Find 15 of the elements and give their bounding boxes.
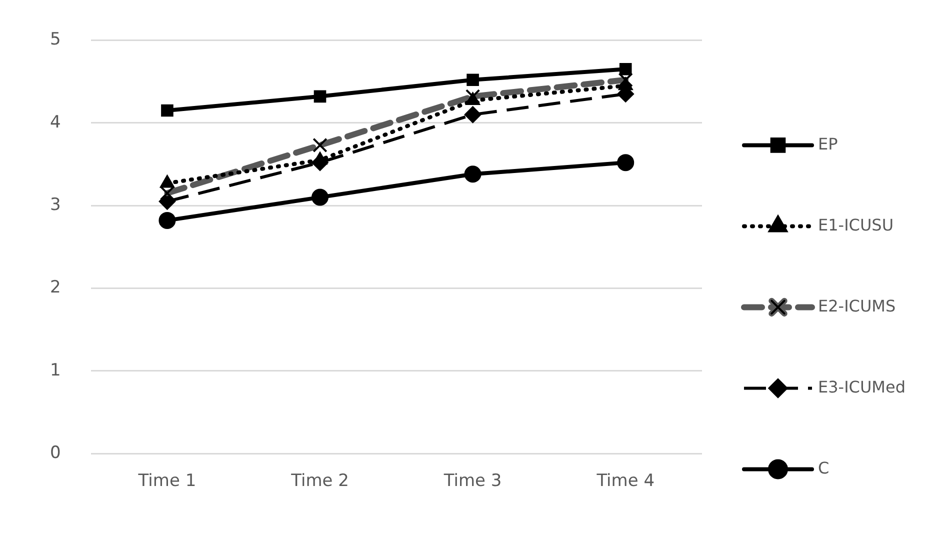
- x-tick-label: Time 1: [137, 471, 196, 492]
- x-tick-label: Time 4: [596, 471, 655, 492]
- x-tick-label: Time 3: [442, 471, 502, 492]
- legend-label: E3-ICUMed: [818, 377, 906, 396]
- y-tick-label: 2: [50, 278, 61, 298]
- legend-label: EP: [818, 134, 838, 154]
- y-tick-label: 5: [50, 30, 61, 50]
- legend-label: E1-ICUSU: [818, 215, 894, 234]
- y-tick-label: 3: [50, 194, 61, 215]
- y-tick-label: 0: [50, 443, 61, 464]
- y-tick-label: 4: [50, 112, 61, 132]
- y-tick-label: 1: [50, 360, 61, 380]
- legend-label: C: [818, 458, 830, 478]
- legend-label: E2-ICUMS: [818, 296, 896, 316]
- x-tick-label: Time 2: [290, 471, 349, 492]
